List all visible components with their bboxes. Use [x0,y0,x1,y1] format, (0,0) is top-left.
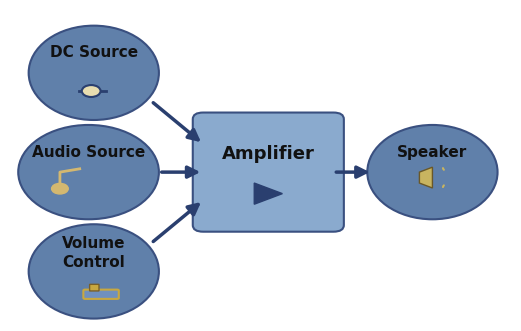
Circle shape [82,85,101,97]
FancyBboxPatch shape [90,284,99,291]
Polygon shape [419,167,432,188]
Ellipse shape [29,224,159,318]
FancyBboxPatch shape [193,113,344,232]
Ellipse shape [29,26,159,120]
Text: Amplifier: Amplifier [222,145,315,163]
Text: Speaker: Speaker [398,145,467,160]
FancyBboxPatch shape [83,290,119,299]
Ellipse shape [367,125,498,219]
Ellipse shape [18,125,159,219]
Text: Audio Source: Audio Source [32,145,145,160]
Text: DC Source: DC Source [49,45,138,61]
Text: Volume
Control: Volume Control [62,236,126,270]
Circle shape [52,183,68,194]
Polygon shape [254,183,282,204]
